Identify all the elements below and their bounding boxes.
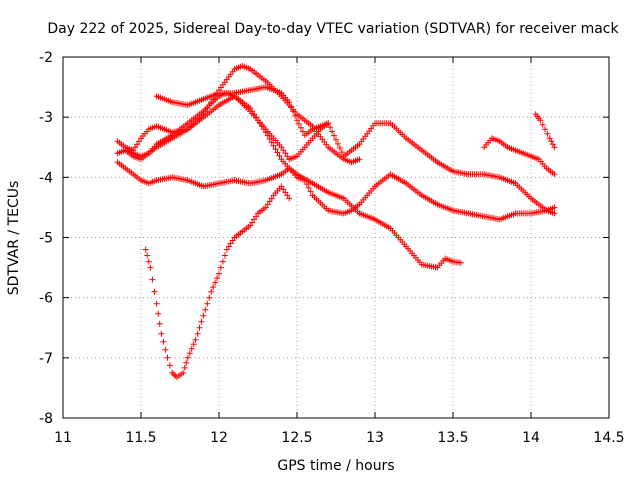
data-points (114, 63, 558, 381)
data-marker (114, 159, 464, 271)
x-tick-label: 14.5 (593, 430, 624, 446)
x-tick-label: 13.5 (437, 430, 468, 446)
x-tick-label: 14 (522, 430, 540, 446)
data-marker (142, 183, 293, 381)
series-track-f (142, 183, 293, 381)
y-tick-label: -5 (39, 231, 53, 247)
series-track-g (481, 135, 558, 178)
x-tick-label: 11 (54, 430, 72, 446)
y-tick-label: -6 (39, 291, 53, 307)
x-tick-label: 11.5 (125, 430, 156, 446)
grid-lines (63, 57, 609, 418)
y-tick-label: -3 (39, 110, 53, 126)
x-axis-label: GPS time / hours (277, 458, 394, 474)
y-tick-label: -7 (39, 351, 53, 367)
data-marker (153, 84, 332, 139)
data-marker (481, 135, 558, 178)
x-tick-label: 12.5 (281, 430, 312, 446)
y-axis-label: SDTVAR / TECUs (6, 181, 22, 296)
x-axis-ticks: 11 11.5 12 12.5 13 13.5 14 14.5 (54, 57, 625, 446)
y-axis-ticks: -8 -7 -6 -5 -4 -3 -2 (39, 50, 609, 427)
series-track-e (153, 84, 332, 139)
x-tick-label: 12 (210, 430, 228, 446)
y-tick-label: -4 (39, 170, 53, 186)
y-tick-label: -2 (39, 50, 53, 66)
plot-frame (62, 56, 610, 419)
data-marker (532, 111, 558, 151)
chart-title: Day 222 of 2025, Sidereal Day-to-day VTE… (47, 21, 619, 37)
series-track-h (532, 111, 558, 151)
x-tick-label: 13 (366, 430, 384, 446)
series-track-a (114, 159, 464, 271)
y-tick-label: -8 (39, 411, 53, 427)
